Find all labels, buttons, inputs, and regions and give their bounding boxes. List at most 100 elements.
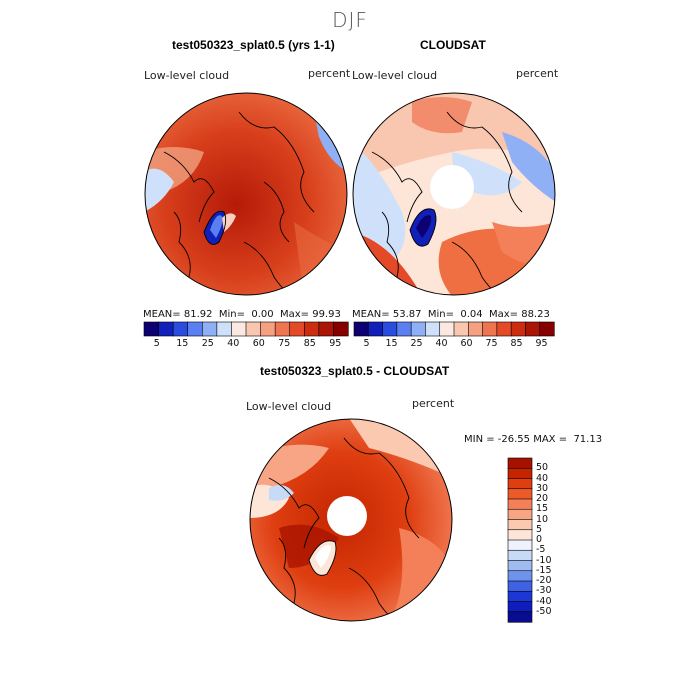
colorbar-tick-label: 5 [153, 338, 160, 349]
panel1-colorbar [143, 321, 349, 337]
colorbar-tick-label: -30 [536, 585, 552, 597]
colorbar-tick-label: 75 [485, 338, 498, 349]
panel1-mean-label: MEAN= [143, 309, 181, 320]
colorbar-tick-label: -20 [536, 575, 552, 586]
colorbar-tick-label: 5 [363, 338, 370, 349]
panel1-min-value: 0.00 [251, 309, 274, 320]
colorbar-swatch [318, 321, 335, 337]
colorbar-tick-label: 40 [435, 338, 448, 349]
colorbar-tick-label: -50 [536, 605, 552, 617]
panel1-mean-value: 81.92 [183, 309, 213, 320]
panel2-variable-label: Low-level cloud [352, 69, 438, 82]
colorbar-swatch [260, 321, 276, 337]
colorbar-tick-label: 40 [227, 338, 240, 349]
colorbar-tick-label: 10 [536, 513, 549, 525]
colorbar-tick-label: 15 [385, 338, 398, 349]
colorbar-swatch [507, 590, 533, 603]
colorbar-tick-label: -5 [536, 544, 546, 556]
colorbar-swatch [353, 321, 369, 337]
panel3-polar-map [249, 418, 453, 622]
panel3-units-label: percent [412, 397, 455, 410]
colorbar-swatch [201, 321, 218, 337]
colorbar-swatch [425, 321, 441, 337]
panel2-max-label: Max= [488, 309, 519, 320]
panel2-mean-value: 53.87 [392, 309, 422, 320]
colorbar-swatch [143, 321, 160, 337]
colorbar-tick-label: -10 [536, 554, 552, 566]
panel2-min-label: Min= [427, 309, 454, 320]
colorbar-swatch [482, 321, 498, 337]
colorbar-tick-label: 95 [329, 338, 342, 349]
colorbar-swatch [507, 529, 533, 541]
colorbar-swatch [467, 321, 484, 337]
colorbar-tick-label: 60 [252, 338, 265, 349]
colorbar-tick-label: 95 [535, 338, 548, 349]
colorbar-swatch [507, 488, 533, 500]
colorbar-tick-label: 25 [201, 338, 214, 349]
colorbar-swatch [507, 539, 533, 551]
colorbar-swatch [507, 601, 533, 613]
colorbar-swatch [507, 498, 533, 510]
panel3-colorbar [507, 457, 533, 623]
colorbar-swatch [245, 321, 262, 337]
panel2-title: CLOUDSAT [420, 38, 486, 52]
panel1-variable-label: Low-level cloud [144, 69, 230, 82]
main-title: DJF [332, 8, 368, 32]
panel1-polar-map [144, 92, 348, 296]
panel1-max-value: 99.93 [312, 309, 341, 320]
panel2-colorbar-ticks: 5 15 25 40 60 75 85 95 [354, 338, 554, 350]
panel2-units-label: percent [516, 67, 559, 80]
colorbar-tick-label: -40 [536, 595, 552, 607]
colorbar-swatch [507, 549, 533, 562]
colorbar-swatch [507, 478, 533, 490]
colorbar-swatch [507, 457, 533, 469]
colorbar-tick-label: 40 [536, 472, 549, 484]
colorbar-swatch [539, 321, 555, 337]
colorbar-swatch [496, 321, 512, 337]
colorbar-tick-label: 30 [536, 482, 549, 494]
colorbar-swatch [525, 321, 541, 337]
colorbar-swatch [289, 321, 305, 337]
colorbar-swatch [172, 321, 189, 337]
panel2-min-value: 0.04 [460, 309, 483, 320]
colorbar-tick-label: 15 [536, 503, 549, 515]
panel1-colorbar-ticks: 5 15 25 40 60 75 85 95 [144, 338, 348, 350]
colorbar-swatch [410, 321, 427, 337]
panel1-max-label: Max= [279, 309, 310, 320]
colorbar-tick-label: 75 [278, 338, 291, 349]
colorbar-tick-label: 15 [176, 338, 189, 349]
colorbar-swatch [231, 321, 247, 337]
panel3-min-max: MIN = -26.55 MAX = 71.13 [464, 434, 603, 445]
colorbar-swatch [507, 611, 533, 623]
colorbar-tick-label: -15 [536, 564, 552, 576]
colorbar-tick-label: 60 [460, 338, 473, 349]
panel1-stats: MEAN= 81.92 Min= 0.00 Max= 99.93 [143, 309, 341, 320]
colorbar-tick-label: 25 [410, 338, 423, 349]
colorbar-swatch [507, 508, 533, 521]
panel1-units-label: percent [308, 67, 351, 80]
panel3-title: test050323_splat0.5 - CLOUDSAT [260, 364, 450, 378]
colorbar-tick-label: 85 [303, 338, 316, 349]
panel2-max-value: 88.23 [521, 309, 550, 320]
colorbar-tick-label: 85 [510, 338, 523, 349]
panel3-colorbar-ticks: 50 40 30 20 15 10 5 0 -5 -10 -15 -20 -30 -40 -50 [536, 458, 576, 622]
colorbar-tick-label: 0 [536, 534, 543, 545]
colorbar-swatch [367, 321, 384, 337]
panel2-stats: MEAN= 53.87 Min= 0.04 Max= 88.23 [352, 309, 550, 320]
colorbar-swatch [187, 321, 203, 337]
colorbar-swatch [382, 321, 398, 337]
panel2-colorbar [353, 321, 555, 337]
colorbar-swatch [396, 321, 412, 337]
colorbar-swatch [507, 580, 533, 592]
colorbar-swatch [510, 321, 527, 337]
colorbar-swatch [507, 570, 533, 582]
colorbar-swatch [453, 321, 469, 337]
colorbar-swatch [439, 321, 455, 337]
colorbar-tick-label: 50 [536, 462, 549, 474]
colorbar-tick-label: 5 [536, 523, 543, 535]
colorbar-swatch [507, 467, 533, 480]
colorbar-swatch [303, 321, 320, 337]
panel1-title: test050323_splat0.5 (yrs 1-1) [172, 38, 335, 52]
colorbar-swatch [216, 321, 233, 337]
colorbar-tick-label: 20 [536, 493, 549, 504]
